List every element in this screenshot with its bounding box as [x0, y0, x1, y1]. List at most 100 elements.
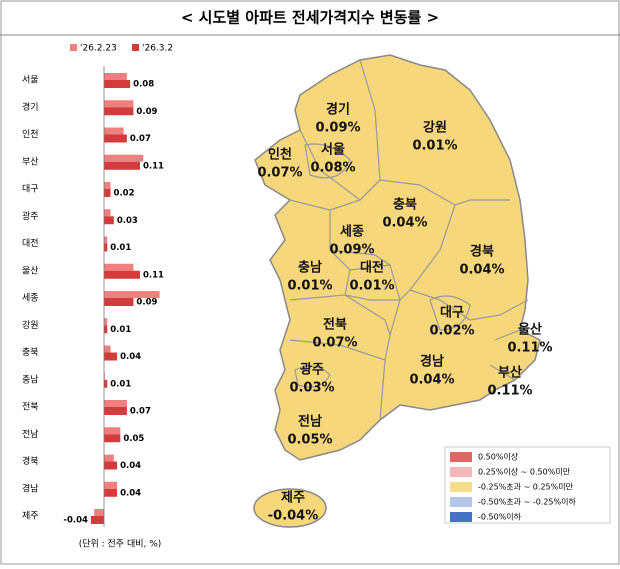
- category-label: 울산: [22, 265, 39, 276]
- map-jeju: [253, 488, 327, 528]
- bar: [104, 481, 118, 489]
- region-name: 경북: [470, 244, 494, 260]
- region-value: 0.11%: [487, 384, 532, 399]
- legend-label: -0.25%초과 ~ 0.25%미만: [478, 483, 574, 492]
- category-label: 전남: [22, 429, 39, 440]
- region-name: 세종: [340, 225, 364, 240]
- region-value: 0.04%: [382, 216, 427, 231]
- region-name: 제주: [281, 491, 305, 506]
- value-label: 0.07: [130, 134, 151, 144]
- region-value: 0.05%: [287, 433, 332, 448]
- legend-swatch: [450, 467, 472, 477]
- region-value: 0.09%: [315, 121, 360, 136]
- bar: [104, 270, 140, 279]
- region-name: 전남: [298, 414, 322, 430]
- map-borders: [289, 59, 529, 421]
- value-label: 0.09: [136, 107, 157, 117]
- value-label: 0.11: [143, 161, 164, 171]
- region-value: 0.01%: [349, 279, 394, 294]
- bar: [104, 154, 144, 162]
- region-name: 광주: [300, 363, 324, 378]
- category-label: 서울: [22, 75, 39, 86]
- unit-note: (단위 : 전주 대비, %): [79, 539, 162, 550]
- bar: [104, 236, 108, 244]
- bar: [104, 461, 118, 470]
- category-label: 경기: [22, 101, 39, 113]
- bar: [90, 516, 105, 524]
- region-value: 0.04%: [409, 373, 454, 388]
- value-label: 0.04: [120, 488, 141, 498]
- value-label: 0.04: [120, 461, 141, 471]
- bar: [104, 80, 131, 88]
- category-label: 인천: [22, 129, 39, 140]
- bar: [104, 209, 111, 217]
- title: < 시도별 아파트 전세가격지수 변동률 >: [181, 9, 439, 27]
- bar: [104, 298, 134, 306]
- legend-swatch: [450, 482, 472, 492]
- bar: [104, 407, 127, 415]
- region-value: 0.08%: [310, 161, 355, 176]
- region-name: 대전: [360, 260, 384, 276]
- bar: [94, 509, 105, 516]
- value-label: 0.01: [110, 325, 131, 335]
- bar: [104, 263, 134, 271]
- region-name: 서울: [321, 142, 345, 158]
- value-label: 0.11: [143, 270, 164, 280]
- bar: [104, 100, 134, 108]
- value-label: 0.05: [123, 434, 144, 444]
- bar: [104, 134, 127, 143]
- bar: [104, 216, 114, 225]
- value-label: 0.01: [110, 379, 131, 389]
- region-name: 경기: [326, 102, 350, 118]
- map: [253, 54, 541, 528]
- bar: [104, 127, 124, 135]
- value-label: 0.08: [133, 80, 154, 90]
- bar: [104, 318, 108, 326]
- value-label: 0.03: [117, 216, 138, 226]
- region-name: 대구: [440, 306, 464, 321]
- region-name: 충북: [393, 197, 417, 213]
- bar: [104, 291, 160, 298]
- category-label: 경남: [22, 482, 39, 494]
- legend-swatch: [450, 497, 472, 507]
- value-label: 0.01: [110, 243, 131, 253]
- region-value: 0.09%: [329, 243, 374, 258]
- value-label: 0.04: [120, 352, 141, 362]
- region-value: -0.04%: [268, 509, 319, 524]
- bar: [104, 325, 108, 334]
- category-label: 세종: [22, 293, 39, 304]
- category-label: 제주: [22, 511, 39, 522]
- region-name: 충남: [298, 260, 322, 276]
- region-name: 전북: [323, 317, 347, 333]
- category-label: 대구: [22, 184, 39, 195]
- legend-swatch: [132, 44, 139, 51]
- region-value: 0.02%: [429, 324, 474, 339]
- bar: [104, 427, 121, 435]
- legend-label: -0.50%초과 ~ -0.25%이하: [478, 497, 576, 507]
- bar: [104, 434, 121, 443]
- legend-box: [444, 446, 611, 524]
- region-value: 0.04%: [459, 263, 504, 278]
- category-label: 광주: [22, 210, 39, 222]
- legend-label: '26.3.2: [142, 44, 173, 54]
- region-value: 0.03%: [289, 381, 334, 396]
- bar: [104, 243, 108, 252]
- region-value: 0.07%: [257, 166, 302, 181]
- bar: [104, 107, 134, 116]
- bar: [104, 345, 111, 353]
- bar: [104, 161, 140, 170]
- region-value: 0.01%: [287, 279, 332, 294]
- category-label: 전북: [22, 402, 39, 413]
- region-name: 경남: [420, 354, 444, 370]
- bar: [104, 400, 127, 407]
- bar: [104, 488, 118, 497]
- map-outline: [254, 54, 541, 461]
- legend-label: -0.50%이하: [478, 512, 522, 522]
- bar: [104, 352, 118, 361]
- value-label: 0.07: [130, 407, 151, 417]
- region-name: 부산: [498, 365, 522, 381]
- category-label: 충북: [22, 347, 39, 358]
- category-label: 충남: [22, 374, 39, 385]
- bar: [104, 454, 114, 462]
- category-label: 부산: [22, 156, 39, 167]
